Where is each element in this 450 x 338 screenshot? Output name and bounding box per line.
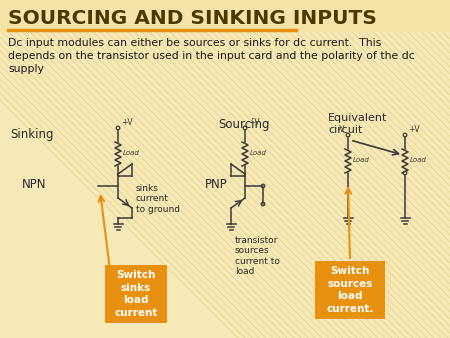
Text: Dc input modules can either be sources or sinks for dc current.  This
depends on: Dc input modules can either be sources o…: [8, 38, 415, 74]
Bar: [315, 261, 385, 319]
Text: +V: +V: [248, 118, 260, 127]
Text: Equivalent
circuit: Equivalent circuit: [328, 113, 387, 136]
Text: Sinking: Sinking: [10, 128, 54, 141]
Text: +V: +V: [408, 125, 419, 134]
Text: +V: +V: [121, 118, 133, 127]
Text: transistor
sources
current to
load: transistor sources current to load: [235, 236, 280, 276]
Text: -V: -V: [338, 125, 346, 134]
Text: Load: Load: [123, 150, 140, 156]
Text: SOURCING AND SINKING INPUTS: SOURCING AND SINKING INPUTS: [8, 9, 377, 28]
Text: Load: Load: [410, 157, 427, 163]
Bar: [105, 265, 167, 323]
Text: Sourcing: Sourcing: [218, 118, 270, 131]
Text: Load: Load: [353, 157, 370, 163]
Text: sinks
current
to ground: sinks current to ground: [136, 184, 180, 214]
Text: PNP: PNP: [205, 178, 228, 192]
Text: Switch
sinks
load
current: Switch sinks load current: [114, 270, 158, 318]
Text: Load: Load: [250, 150, 267, 156]
Text: NPN: NPN: [22, 178, 46, 192]
Bar: [0, 0, 450, 32]
Text: Switch
sources
load
current.: Switch sources load current.: [326, 266, 374, 314]
